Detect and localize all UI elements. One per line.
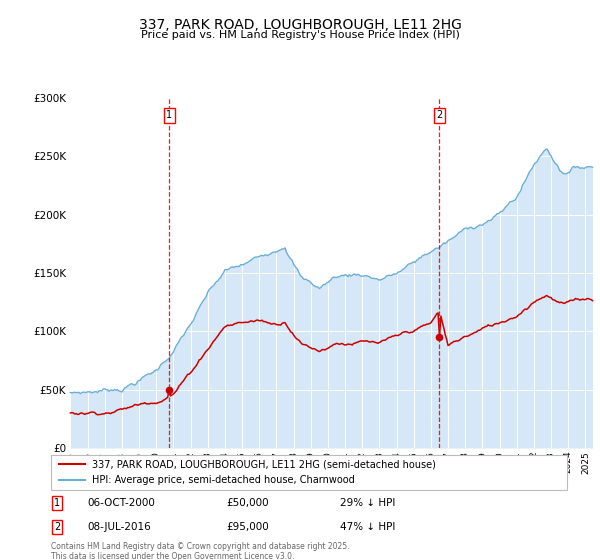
FancyBboxPatch shape xyxy=(51,455,567,490)
Text: £95,000: £95,000 xyxy=(226,522,269,532)
Text: £50,000: £50,000 xyxy=(226,498,269,508)
Text: 06-OCT-2000: 06-OCT-2000 xyxy=(87,498,155,508)
Text: 1: 1 xyxy=(54,498,60,508)
Text: 1: 1 xyxy=(166,110,172,120)
Text: Price paid vs. HM Land Registry's House Price Index (HPI): Price paid vs. HM Land Registry's House … xyxy=(140,30,460,40)
Text: HPI: Average price, semi-detached house, Charnwood: HPI: Average price, semi-detached house,… xyxy=(92,475,355,486)
Text: 2: 2 xyxy=(436,110,443,120)
Text: 47% ↓ HPI: 47% ↓ HPI xyxy=(340,522,395,532)
Text: 337, PARK ROAD, LOUGHBOROUGH, LE11 2HG (semi-detached house): 337, PARK ROAD, LOUGHBOROUGH, LE11 2HG (… xyxy=(92,459,436,469)
Text: 29% ↓ HPI: 29% ↓ HPI xyxy=(340,498,395,508)
Text: Contains HM Land Registry data © Crown copyright and database right 2025.
This d: Contains HM Land Registry data © Crown c… xyxy=(51,542,349,560)
Text: 08-JUL-2016: 08-JUL-2016 xyxy=(87,522,151,532)
Text: 337, PARK ROAD, LOUGHBOROUGH, LE11 2HG: 337, PARK ROAD, LOUGHBOROUGH, LE11 2HG xyxy=(139,18,461,32)
Text: 2: 2 xyxy=(54,522,61,532)
